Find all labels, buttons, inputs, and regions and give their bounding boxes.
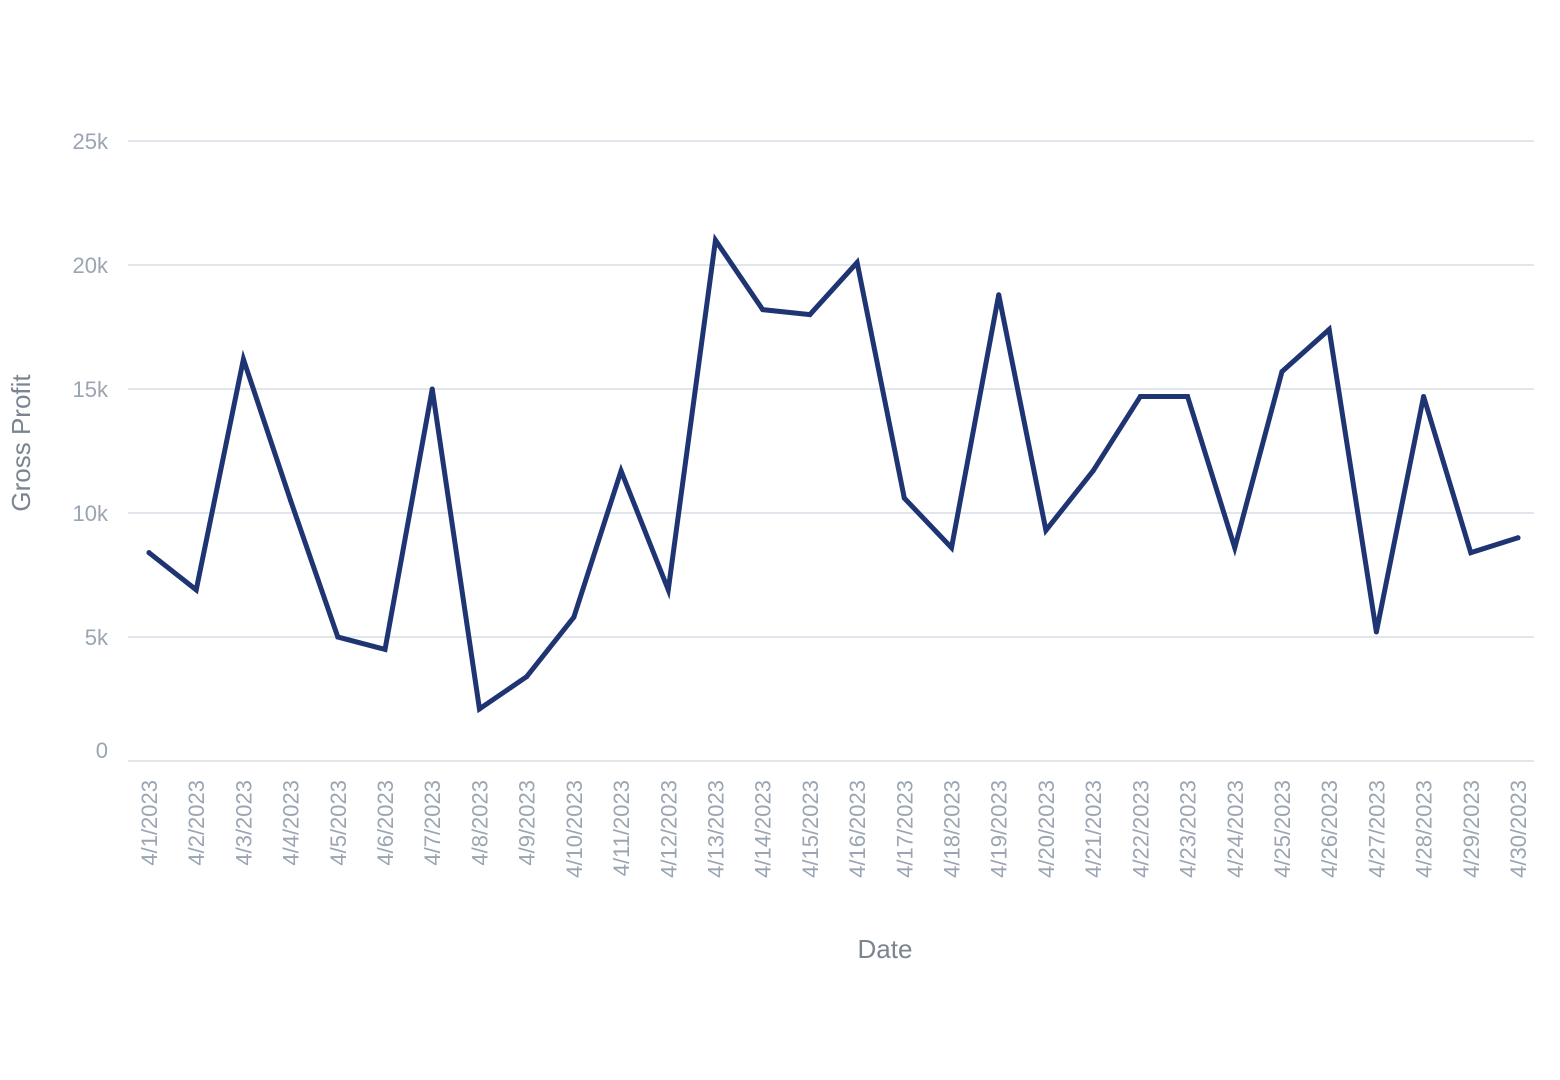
x-tick-label: 4/10/2023: [562, 780, 587, 878]
x-axis-ticks: 4/1/2023 4/2/2023 4/3/2023 4/4/2023 4/5/2023…: [137, 780, 1531, 878]
x-tick-label: 4/22/2023: [1128, 780, 1153, 878]
gridlines: [128, 140, 1534, 762]
x-tick-label: 4/15/2023: [798, 780, 823, 878]
x-tick-label: 4/2/2023: [184, 780, 209, 866]
data-point: [665, 587, 671, 593]
x-tick-label: 4/5/2023: [326, 780, 351, 866]
x-tick-label: 4/26/2023: [1317, 780, 1342, 878]
data-point: [335, 634, 341, 640]
x-axis-title: Date: [858, 934, 913, 964]
y-tick-label: 0: [96, 738, 108, 763]
y-tick-label: 20k: [73, 253, 109, 278]
data-point: [1468, 550, 1474, 556]
x-tick-label: 4/27/2023: [1364, 780, 1389, 878]
x-tick-label: 4/13/2023: [703, 780, 728, 878]
data-point: [807, 312, 813, 318]
x-tick-label: 4/19/2023: [987, 780, 1012, 878]
y-tick-label: 25k: [73, 129, 109, 154]
y-axis-title: Gross Profit: [6, 374, 36, 512]
data-point: [996, 292, 1002, 298]
data-point: [240, 356, 246, 362]
data-point: [854, 260, 860, 266]
x-tick-label: 4/12/2023: [656, 780, 681, 878]
y-tick-label: 10k: [73, 501, 109, 526]
data-point: [1373, 629, 1379, 635]
x-tick-label: 4/17/2023: [892, 780, 917, 878]
data-point: [1137, 393, 1143, 399]
x-tick-label: 4/25/2023: [1270, 780, 1295, 878]
data-point: [1421, 393, 1427, 399]
data-point: [1043, 527, 1049, 533]
x-tick-label: 4/7/2023: [420, 780, 445, 866]
data-point: [949, 545, 955, 551]
data-point: [901, 495, 907, 501]
x-tick-label: 4/30/2023: [1506, 780, 1531, 878]
x-tick-label: 4/20/2023: [1034, 780, 1059, 878]
data-point: [429, 386, 435, 392]
data-point: [382, 646, 388, 652]
data-point: [146, 550, 152, 556]
data-point: [524, 674, 530, 680]
data-point: [476, 706, 482, 712]
data-point: [618, 468, 624, 474]
data-point: [1232, 545, 1238, 551]
x-tick-label: 4/4/2023: [279, 780, 304, 866]
data-point: [712, 237, 718, 243]
data-point: [1090, 468, 1096, 474]
x-tick-label: 4/18/2023: [940, 780, 965, 878]
x-tick-label: 4/29/2023: [1459, 780, 1484, 878]
data-point: [760, 307, 766, 313]
y-tick-label: 15k: [73, 377, 109, 402]
series-line: [146, 233, 1521, 714]
data-point: [1185, 393, 1191, 399]
x-tick-label: 4/1/2023: [137, 780, 162, 866]
x-tick-label: 4/3/2023: [231, 780, 256, 866]
data-point: [1515, 535, 1521, 541]
x-tick-label: 4/14/2023: [751, 780, 776, 878]
y-axis-ticks: 0 5k 10k 15k 20k 25k: [73, 129, 109, 763]
series-group: [146, 233, 1521, 714]
x-tick-label: 4/16/2023: [845, 780, 870, 878]
x-tick-label: 4/28/2023: [1412, 780, 1437, 878]
x-tick-label: 4/6/2023: [373, 780, 398, 866]
x-tick-label: 4/21/2023: [1081, 780, 1106, 878]
data-point: [288, 498, 294, 504]
data-point: [193, 587, 199, 593]
x-tick-label: 4/23/2023: [1176, 780, 1201, 878]
x-tick-label: 4/24/2023: [1223, 780, 1248, 878]
data-point: [571, 614, 577, 620]
y-tick-label: 5k: [85, 625, 109, 650]
x-tick-label: 4/11/2023: [609, 780, 634, 876]
x-tick-label: 4/8/2023: [467, 780, 492, 866]
data-point: [1279, 369, 1285, 375]
data-point: [1326, 326, 1332, 332]
x-tick-label: 4/9/2023: [515, 780, 540, 866]
